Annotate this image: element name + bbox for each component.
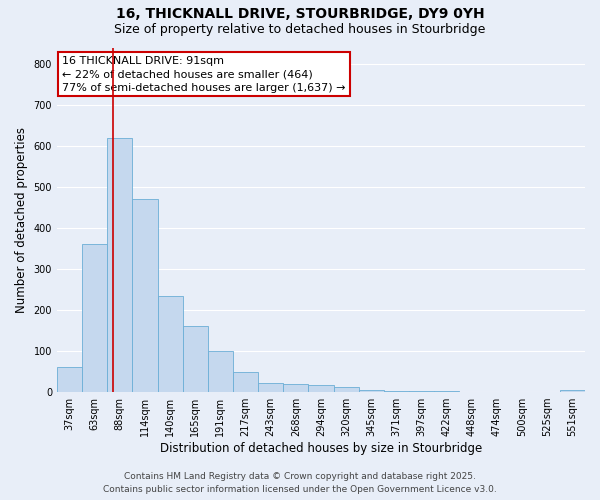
- Bar: [334, 387, 359, 392]
- Bar: [384, 391, 409, 392]
- Bar: [57, 368, 82, 392]
- Bar: [560, 390, 585, 392]
- Bar: [133, 200, 158, 392]
- Bar: [208, 351, 233, 392]
- Bar: [82, 244, 107, 392]
- Y-axis label: Number of detached properties: Number of detached properties: [15, 127, 28, 313]
- Bar: [308, 384, 334, 392]
- Bar: [107, 138, 133, 392]
- Text: Size of property relative to detached houses in Stourbridge: Size of property relative to detached ho…: [115, 22, 485, 36]
- Bar: [283, 384, 308, 392]
- Text: 16, THICKNALL DRIVE, STOURBRIDGE, DY9 0YH: 16, THICKNALL DRIVE, STOURBRIDGE, DY9 0Y…: [116, 8, 484, 22]
- Bar: [359, 390, 384, 392]
- Text: 16 THICKNALL DRIVE: 91sqm
← 22% of detached houses are smaller (464)
77% of semi: 16 THICKNALL DRIVE: 91sqm ← 22% of detac…: [62, 56, 346, 92]
- Bar: [182, 326, 208, 392]
- Bar: [258, 383, 283, 392]
- X-axis label: Distribution of detached houses by size in Stourbridge: Distribution of detached houses by size …: [160, 442, 482, 455]
- Text: Contains HM Land Registry data © Crown copyright and database right 2025.
Contai: Contains HM Land Registry data © Crown c…: [103, 472, 497, 494]
- Bar: [158, 296, 182, 392]
- Bar: [233, 372, 258, 392]
